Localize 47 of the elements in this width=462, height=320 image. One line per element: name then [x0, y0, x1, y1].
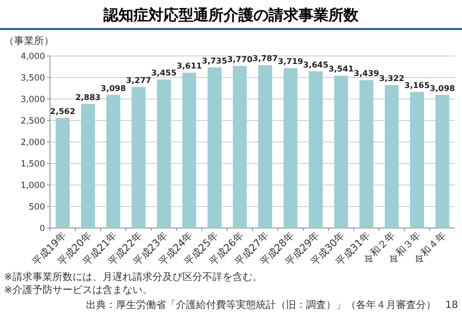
y-tick-label: 1,000 — [20, 181, 45, 191]
data-label: 2,883 — [75, 93, 101, 102]
bar — [232, 66, 247, 228]
data-label: 3,541 — [328, 64, 354, 74]
bar — [182, 72, 196, 228]
data-label: 3,322 — [379, 74, 404, 84]
data-label: 3,645 — [303, 60, 329, 70]
y-tick-label: 2,000 — [20, 138, 45, 148]
bar — [81, 104, 95, 228]
y-tick-label: 2,500 — [20, 116, 45, 126]
bar — [410, 92, 424, 228]
data-label: 3,439 — [354, 69, 380, 78]
bar — [258, 65, 272, 228]
y-tick-label: 0 — [40, 224, 45, 234]
data-label: 3,770 — [227, 54, 253, 64]
text: ※請求事業所数には、月遅れ請求分及び区分不詳を含む。 — [4, 271, 262, 283]
bar — [208, 67, 222, 228]
data-label: 3,787 — [252, 54, 278, 64]
data-label: 3,098 — [430, 84, 456, 93]
bar — [106, 94, 120, 228]
data-label: 2,562 — [50, 106, 76, 116]
bar — [334, 76, 348, 228]
y-tick-label: 500 — [28, 202, 45, 212]
source-note: 出典：厚生労働省「介護給付費等実態統計（旧：調査）」（各年４月審査分） — [86, 299, 436, 311]
data-label: 3,455 — [151, 68, 177, 78]
bar — [132, 87, 146, 228]
y-tick-label: 3,500 — [20, 74, 45, 84]
bar — [384, 85, 399, 228]
data-label: 3,277 — [126, 76, 152, 86]
y-tick-label: 4,000 — [20, 52, 45, 62]
bar — [308, 71, 323, 228]
data-label: 3,611 — [176, 62, 202, 71]
text: 18 — [445, 300, 458, 311]
chart-title: 認知症対応型通所介護の請求事業所数 — [102, 6, 360, 24]
bar — [435, 94, 450, 228]
data-label: 3,165 — [404, 80, 430, 90]
y-axis-title: （事業所） — [4, 35, 54, 47]
y-tick-label: 3,000 — [20, 95, 45, 105]
y-tick-label: 1,500 — [20, 160, 45, 170]
text: ※介護予防サービスは含まない。 — [4, 284, 152, 296]
bar — [359, 80, 374, 228]
data-label: 3,719 — [278, 57, 304, 66]
data-label: 3,735 — [202, 56, 228, 66]
data-label: 3,098 — [100, 84, 126, 93]
bar — [284, 68, 298, 228]
bar — [56, 118, 70, 228]
bar — [156, 79, 171, 228]
